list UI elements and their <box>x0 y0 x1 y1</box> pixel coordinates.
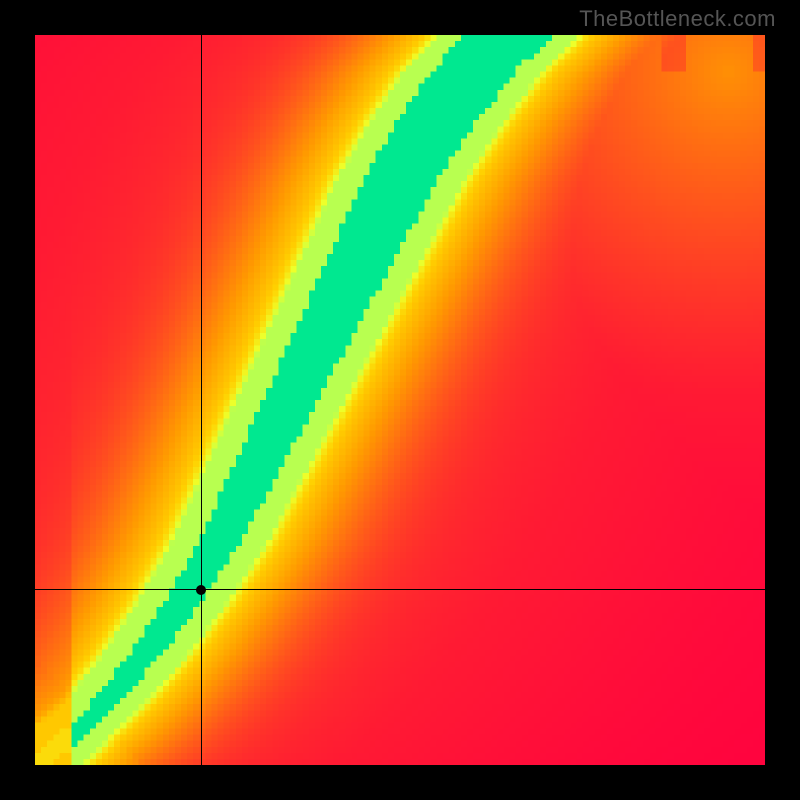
crosshair-vertical <box>201 35 202 765</box>
bottleneck-heatmap <box>35 35 765 765</box>
watermark-text: TheBottleneck.com <box>579 6 776 32</box>
crosshair-horizontal <box>35 589 765 590</box>
